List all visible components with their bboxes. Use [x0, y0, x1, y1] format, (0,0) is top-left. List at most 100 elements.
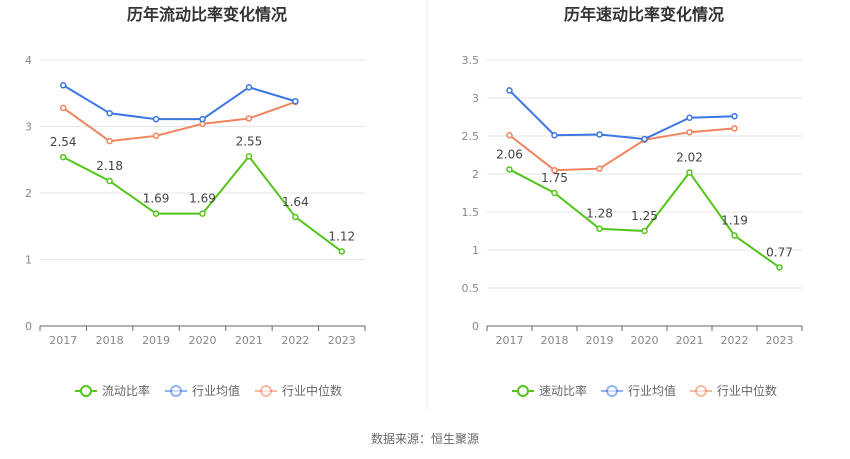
data-point[interactable] [199, 210, 206, 217]
data-point[interactable] [292, 213, 299, 221]
data-label: 2.18 [96, 159, 123, 173]
data-label: 0.77 [766, 245, 793, 259]
chart-title: 历年速动比率变化情况 [564, 5, 724, 24]
legend-label: 行业中位数 [282, 383, 342, 398]
data-label: 1.75 [541, 171, 568, 185]
legend-marker [260, 385, 272, 397]
x-tick-label: 2021 [235, 334, 263, 347]
data-point[interactable] [551, 166, 558, 174]
data-point[interactable] [731, 112, 738, 120]
data-point[interactable] [641, 227, 648, 235]
data-point[interactable] [152, 132, 160, 140]
x-tick-label: 2020 [631, 334, 659, 347]
x-tick-label: 2023 [328, 334, 356, 347]
x-tick-label: 2017 [496, 334, 524, 347]
data-point[interactable] [59, 104, 67, 112]
data-point[interactable] [152, 210, 160, 217]
data-label: 1.12 [328, 230, 355, 244]
x-tick-label: 2018 [541, 334, 569, 347]
y-tick-label: 0 [25, 320, 32, 333]
y-tick-label: 2 [472, 168, 479, 181]
series-line [508, 89, 735, 141]
data-point[interactable] [596, 131, 603, 138]
x-tick-label: 2017 [49, 334, 77, 347]
y-tick-label: 0.5 [462, 282, 480, 295]
current-ratio-chart: 历年流动比率变化情况 0 1 2 3 4 2017 2018 2019 2020 2021 2022 2… [25, 5, 366, 398]
legend-label: 行业中位数 [717, 383, 777, 398]
x-tick-label: 2022 [281, 334, 309, 347]
y-tick-label: 3 [25, 121, 32, 134]
legend-label: 行业均值 [628, 383, 676, 398]
data-point[interactable] [506, 87, 513, 94]
data-label: 1.69 [189, 192, 216, 206]
x-tick-label: 2021 [676, 334, 704, 347]
data-point[interactable] [551, 131, 558, 139]
data-point[interactable] [59, 153, 67, 161]
data-point[interactable] [506, 131, 513, 139]
y-tick-label: 2 [25, 187, 32, 200]
y-tick-label: 4 [25, 54, 32, 67]
data-label: 1.69 [143, 192, 170, 206]
legend-marker [517, 385, 529, 397]
data-point[interactable] [245, 153, 253, 160]
data-point[interactable] [686, 169, 693, 176]
data-point[interactable] [776, 264, 783, 271]
data-point[interactable] [731, 232, 738, 239]
legend-marker [80, 385, 92, 397]
y-tick-label: 3 [472, 92, 479, 105]
data-point[interactable] [199, 115, 206, 123]
legend-marker [170, 385, 182, 397]
legend-label: 行业均值 [192, 383, 240, 398]
data-point[interactable] [59, 82, 67, 89]
data-label: 2.54 [50, 135, 77, 149]
data-label: 2.02 [676, 150, 703, 164]
data-point[interactable] [106, 177, 113, 185]
y-tick-label: 0 [472, 320, 479, 333]
data-label: 1.28 [586, 207, 613, 221]
x-tick-label: 2022 [721, 334, 749, 347]
series-line [62, 100, 296, 143]
data-label: 1.19 [721, 214, 748, 228]
data-label: 2.06 [496, 147, 523, 161]
data-label: 1.25 [631, 209, 658, 223]
series-line [62, 84, 296, 121]
data-point[interactable] [551, 189, 558, 197]
data-label: 2.55 [236, 134, 263, 148]
x-tick-label: 2019 [586, 334, 614, 347]
legend-label: 流动比率 [102, 383, 150, 398]
data-point[interactable] [641, 135, 648, 143]
data-point[interactable] [506, 166, 513, 173]
legend-item[interactable]: 行业均值 [601, 383, 676, 398]
data-source: 数据来源：恒生聚源 [371, 431, 479, 446]
data-point[interactable] [106, 137, 113, 145]
quick-ratio-chart: 历年速动比率变化情况 0 0.5 1 1.5 2 2.5 3 3.5 2017 2018 2019 20… [462, 5, 803, 398]
data-label: 1.64 [282, 195, 309, 209]
data-point[interactable] [106, 109, 113, 117]
legend-item[interactable]: 行业中位数 [690, 383, 777, 398]
legend-marker [606, 385, 618, 397]
data-point[interactable] [245, 84, 253, 91]
legend-label: 速动比率 [539, 383, 587, 398]
data-point[interactable] [686, 128, 693, 136]
data-point[interactable] [338, 248, 346, 255]
data-point[interactable] [731, 125, 738, 132]
chart-title: 历年流动比率变化情况 [127, 5, 287, 24]
legend-item[interactable]: 行业中位数 [255, 383, 342, 398]
legend-marker [695, 385, 707, 397]
legend-item[interactable]: 行业均值 [165, 383, 240, 398]
y-tick-label: 3.5 [462, 54, 480, 67]
data-point[interactable] [245, 115, 253, 122]
x-tick-label: 2020 [189, 334, 217, 347]
data-point[interactable] [596, 165, 603, 172]
legend-item[interactable]: 速动比率 [512, 383, 587, 398]
data-point[interactable] [292, 97, 299, 105]
x-tick-label: 2023 [766, 334, 794, 347]
x-tick-label: 2019 [142, 334, 170, 347]
series-line [508, 127, 735, 172]
data-point[interactable] [686, 114, 693, 122]
data-point[interactable] [152, 115, 160, 123]
data-point[interactable] [596, 225, 603, 232]
legend-item[interactable]: 流动比率 [75, 383, 150, 398]
y-tick-label: 1 [472, 244, 479, 257]
